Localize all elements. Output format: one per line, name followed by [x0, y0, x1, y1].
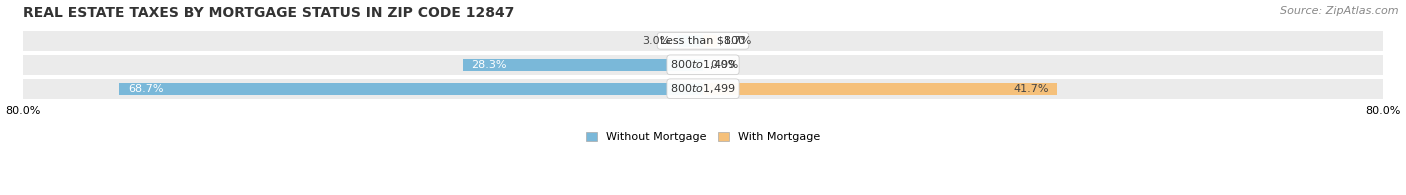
Bar [463, 58, 703, 71]
Text: 1.7%: 1.7% [724, 36, 752, 46]
Text: REAL ESTATE TAXES BY MORTGAGE STATUS IN ZIP CODE 12847: REAL ESTATE TAXES BY MORTGAGE STATUS IN … [24, 5, 515, 20]
Text: Less than $800: Less than $800 [661, 36, 745, 46]
Bar [703, 35, 717, 47]
Text: Source: ZipAtlas.com: Source: ZipAtlas.com [1281, 6, 1399, 16]
Text: $800 to $1,499: $800 to $1,499 [671, 82, 735, 95]
Legend: Without Mortgage, With Mortgage: Without Mortgage, With Mortgage [586, 132, 820, 142]
Text: 41.7%: 41.7% [1014, 84, 1049, 94]
Bar [24, 79, 1382, 98]
Text: 68.7%: 68.7% [128, 84, 163, 94]
Bar [24, 55, 1382, 75]
Text: $800 to $1,499: $800 to $1,499 [671, 58, 735, 71]
Bar [120, 82, 703, 95]
Bar [678, 35, 703, 47]
Text: 3.0%: 3.0% [643, 36, 671, 46]
Text: 28.3%: 28.3% [471, 60, 506, 70]
Bar [703, 82, 1057, 95]
Text: 0.0%: 0.0% [710, 60, 738, 70]
Bar [24, 31, 1382, 51]
